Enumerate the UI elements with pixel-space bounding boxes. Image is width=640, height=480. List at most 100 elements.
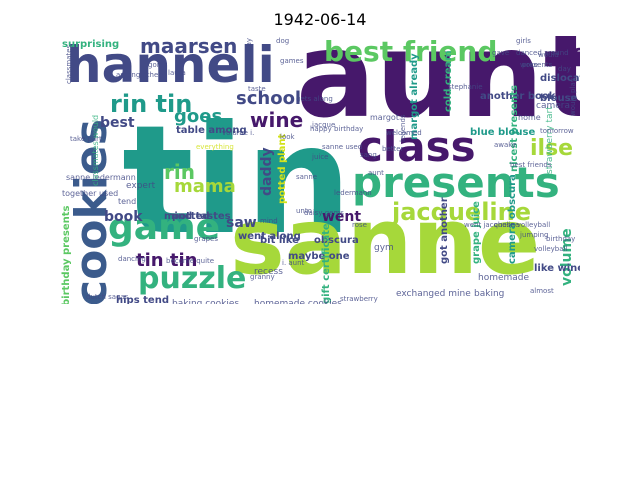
word-98: dog [276,37,290,45]
word-78: jumping [520,231,549,239]
word-43: grape juice [471,201,482,264]
word-60: camera [536,101,570,111]
word-104: going [148,61,168,69]
word-17: goes [174,106,223,127]
word-44: like wine [534,263,580,274]
word-19: mama [174,176,236,197]
word-29: mind tastes [164,211,231,222]
word-59: gym [374,243,394,253]
word-55: surprising [62,39,120,50]
word-61: home [518,113,541,122]
word-99: games [280,57,304,65]
word-48: baking [474,289,505,299]
word-65: take part [70,135,102,143]
word-9: jacqueline [392,198,532,226]
word-83: almost [530,287,554,295]
word-68: juice [312,153,329,161]
word-53: hips tend [116,295,169,305]
word-4: presents [352,158,560,207]
word-87: become quite [166,257,215,265]
word-114: stephanie [448,83,483,91]
word-71: ledermann [334,189,372,197]
word-57: tend [118,197,137,206]
word-81: strawberry [340,295,378,303]
word-97: taste [248,85,266,93]
word-113: girls [516,37,531,45]
word-79: happy birthday [310,125,364,133]
word-45: got another [439,197,450,264]
word-cloud: aunt tin sanne hanneli presents cookies class b… [60,36,580,304]
word-39: blue blouse [470,127,536,138]
word-32: went along [238,231,301,242]
word-23: saw [226,215,257,231]
word-2: sanne [230,188,541,295]
word-80: welcomed [386,129,422,137]
word-15: ilse [530,136,574,161]
word-64: together used [62,189,119,198]
word-77: birthday [546,235,576,243]
word-115: danced around [516,49,569,57]
word-102: look [280,133,295,141]
word-50: homemade cookies [254,299,342,305]
word-108: rose [352,221,367,229]
word-42: camera obscura [507,174,518,264]
word-67: jacque [312,121,336,129]
word-36: margot already [409,53,420,140]
word-112: gave [492,49,510,57]
word-33: potted plant [277,133,288,204]
word-1: tin [122,94,352,268]
word-88: among others [116,71,165,79]
word-120: classmates [65,44,73,84]
word-111: would [538,51,559,59]
word-117: better [382,145,404,153]
word-10: puzzle [138,261,247,296]
word-109: tomorrow [540,127,574,135]
word-37: another book [480,91,556,102]
word-105: woke [520,61,539,69]
word-47: exchanged mine [396,289,471,299]
word-16: wine [250,108,304,132]
word-86: unto [296,207,312,215]
word-54: recess [254,267,283,277]
word-25: daddy [259,147,275,196]
word-56: expert [126,181,156,191]
word-74: chose volleyball [494,221,551,229]
word-91: sanne used [322,143,363,151]
word-52: birthday presents [61,205,72,304]
word-119: could stay [245,37,253,74]
word-8: game [108,207,220,248]
word-0: aunt [296,36,580,144]
word-13: school [236,88,302,109]
word-24: went [322,209,362,225]
word-103: laura [168,69,186,77]
word-76: volleyball [534,245,568,253]
word-34: obscura [314,235,359,246]
word-118: would play [569,78,577,116]
word-73: went jacqueline [464,221,520,229]
word-28: table among [176,125,247,136]
word-70: granny [250,273,275,281]
word-84: classmates would [91,114,100,186]
chart-title: 1942-06-14 [273,10,367,29]
word-96: grapes [194,235,219,243]
word-93: aunt [368,169,384,177]
word-18: rin [164,160,195,184]
word-66: everything [196,143,234,151]
word-94: awake [494,141,517,149]
word-107: day [558,65,571,73]
word-11: rin tin [110,90,193,118]
word-106: sanne [296,173,318,181]
word-100: mind [260,217,278,225]
word-30: bit like [260,235,299,246]
word-72: daisy gems [304,209,344,217]
word-110: i. aunt [282,259,305,267]
word-20: best [100,115,135,131]
word-27: potted [172,211,210,222]
word-22: book [104,209,143,225]
word-35: cold cream [443,50,454,112]
word-3: hanneli [66,36,275,94]
word-46: gift certificate [321,223,332,304]
word-116: presents [522,61,553,69]
word-6: class [358,122,476,171]
word-40: blouse [540,93,578,104]
